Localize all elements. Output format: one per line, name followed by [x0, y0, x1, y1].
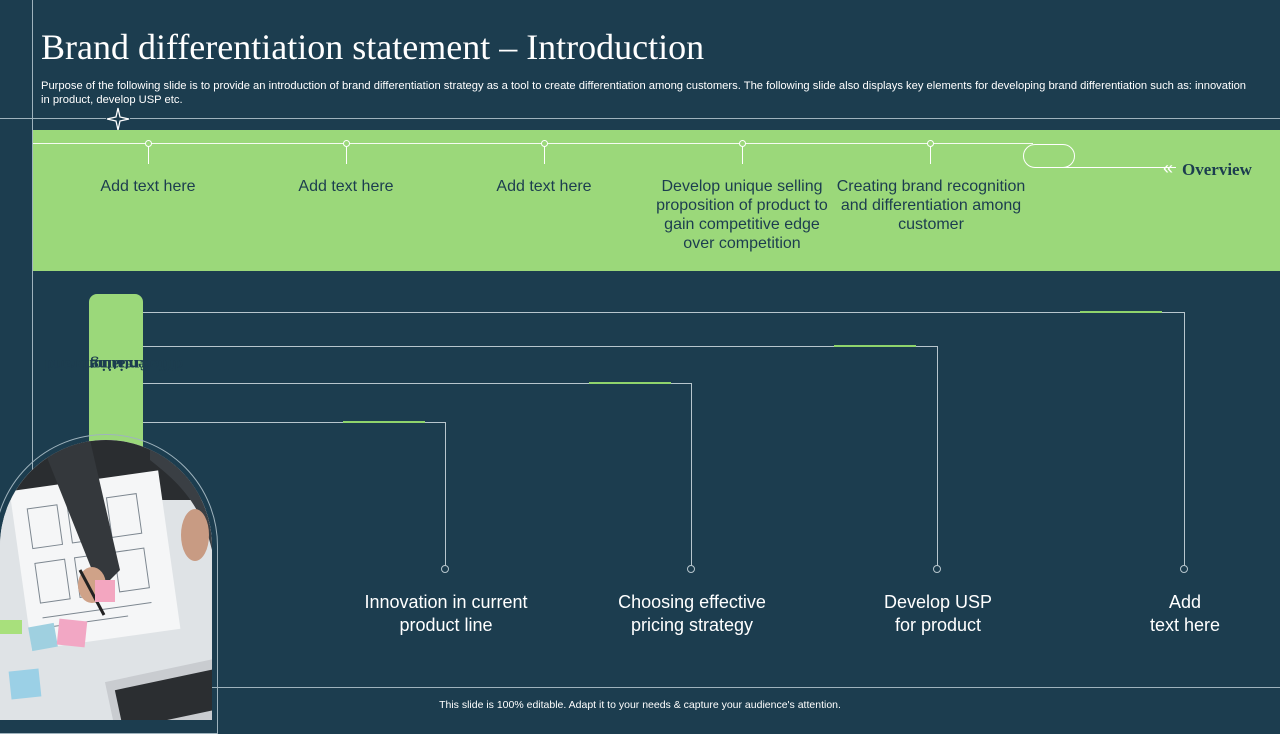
- connector-line: [143, 346, 938, 347]
- timeline-tick: [346, 144, 347, 164]
- four-point-star-icon: [106, 107, 130, 131]
- connector-end-dot: [441, 565, 449, 573]
- step-label-line: Choosing effective: [618, 592, 766, 612]
- step-label-line: product line: [399, 615, 493, 635]
- step-label-add-text: Add text here: [1085, 591, 1280, 637]
- step-label-line: text here: [1149, 615, 1221, 635]
- connector-line: [1184, 312, 1185, 566]
- step-label-pricing: Choosing effective pricing strategy: [592, 591, 792, 637]
- footer-divider-line: [0, 687, 1280, 688]
- overview-item: Add text here: [100, 178, 196, 195]
- connector-line: [143, 312, 1185, 313]
- timeline-dot: [927, 140, 934, 147]
- connector-end-dot: [933, 565, 941, 573]
- page-subtitle: Purpose of the following slide is to pro…: [41, 80, 1247, 106]
- workspace-photo: [0, 440, 212, 720]
- left-divider-line: [32, 0, 33, 720]
- step-label-line: pricing strategy: [630, 615, 754, 635]
- connector-highlight: [1080, 311, 1162, 313]
- footer-note: This slide is 100% editable. Adapt it to…: [439, 699, 841, 711]
- connector-line: [445, 422, 446, 566]
- step-label-usp: Develop USP for product: [838, 591, 1038, 637]
- step-label-line: Innovation in current: [364, 592, 528, 612]
- timeline-tick: [544, 144, 545, 164]
- side-tab-label: Creating brand differentiation: [45, 294, 183, 434]
- connector-highlight: [589, 382, 671, 384]
- connector-highlight: [343, 421, 425, 423]
- step-label-line: for product: [894, 615, 982, 635]
- overview-label: Overview: [1182, 160, 1252, 179]
- overview-item: Develop unique selling proposition of pr…: [656, 178, 828, 252]
- connector-end-dot: [1180, 565, 1188, 573]
- header-divider-line: [0, 118, 1280, 119]
- overview-pill-ornament: [1023, 144, 1075, 168]
- connector-end-dot: [687, 565, 695, 573]
- timeline-dot: [739, 140, 746, 147]
- overview-timeline-line: [33, 143, 1033, 144]
- connector-line: [143, 422, 446, 423]
- timeline-dot: [343, 140, 350, 147]
- connector-highlight: [834, 345, 916, 347]
- timeline-tick: [930, 144, 931, 164]
- timeline-tick: [742, 144, 743, 164]
- double-chevron-left-icon: «: [1163, 158, 1174, 178]
- timeline-dot: [541, 140, 548, 147]
- connector-line: [937, 346, 938, 566]
- overview-item: Add text here: [298, 178, 394, 195]
- connector-line: [691, 383, 692, 566]
- overview-item: Add text here: [496, 178, 592, 195]
- overview-pill-line: [1046, 167, 1176, 168]
- step-label-line: Add: [1168, 592, 1202, 612]
- timeline-tick: [148, 144, 149, 164]
- overview-item: Creating brand recognition and different…: [836, 178, 1026, 233]
- timeline-dot: [145, 140, 152, 147]
- connector-line: [143, 383, 692, 384]
- side-tab-label-line2: differentiation: [84, 356, 184, 373]
- step-label-line: Develop USP: [883, 592, 993, 612]
- page-title: Brand differentiation statement – Introd…: [41, 27, 705, 67]
- step-label-innovation: Innovation in current product line: [346, 591, 546, 637]
